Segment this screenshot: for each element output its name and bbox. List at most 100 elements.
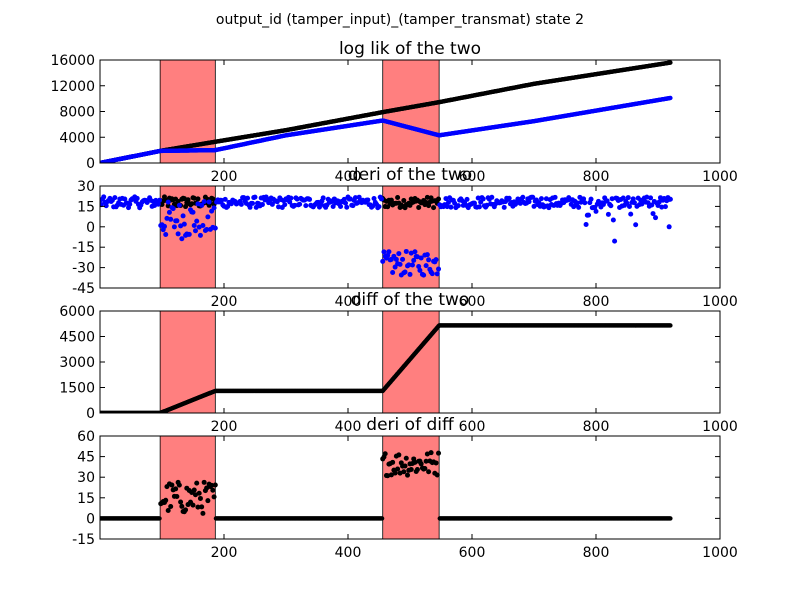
data-point xyxy=(405,472,411,478)
data-point xyxy=(626,203,632,209)
data-point xyxy=(157,197,163,203)
y-tick-label: 60 xyxy=(77,429,95,445)
data-point xyxy=(192,228,198,234)
data-point xyxy=(662,204,668,210)
data-points xyxy=(100,450,673,521)
data-point xyxy=(189,201,195,207)
data-point xyxy=(183,204,189,210)
data-point xyxy=(175,231,181,237)
data-point xyxy=(195,196,201,202)
data-point xyxy=(650,211,656,217)
y-tick-label: 30 xyxy=(77,470,95,486)
data-point xyxy=(388,472,394,478)
data-point xyxy=(212,225,218,231)
x-tick-label: 400 xyxy=(335,169,362,185)
data-point xyxy=(211,494,217,500)
y-tick-label: -45 xyxy=(72,281,95,297)
data-point xyxy=(431,205,437,211)
data-point xyxy=(586,212,592,218)
data-point xyxy=(445,199,451,205)
data-point xyxy=(191,195,197,201)
y-tick-label: 3000 xyxy=(59,355,95,371)
x-tick-label: 200 xyxy=(211,419,238,435)
data-point xyxy=(649,202,655,208)
data-point xyxy=(489,194,495,200)
data-point xyxy=(176,482,182,488)
y-tick-label: -30 xyxy=(72,261,95,277)
x-tick-label: 200 xyxy=(211,294,238,310)
data-point xyxy=(433,257,439,263)
data-point xyxy=(444,204,450,210)
x-tick-label: 1000 xyxy=(702,169,738,185)
data-point xyxy=(633,222,639,228)
data-point xyxy=(341,196,347,202)
data-point xyxy=(180,213,186,219)
data-point xyxy=(196,490,202,496)
data-point xyxy=(165,507,171,513)
data-point xyxy=(185,197,191,203)
data-point xyxy=(282,202,288,208)
data-point xyxy=(480,196,486,202)
data-point xyxy=(625,195,631,201)
data-point xyxy=(303,203,309,209)
subplot-3: 200 400 600 800 1000 0 1500 3000 4500 6000 diff of… xyxy=(59,290,737,435)
data-point xyxy=(179,503,185,509)
data-point xyxy=(653,215,659,221)
data-point xyxy=(176,202,182,208)
data-point xyxy=(401,198,407,204)
data-point xyxy=(609,196,615,202)
data-point xyxy=(436,266,442,272)
data-point xyxy=(379,516,385,521)
data-point xyxy=(396,251,402,257)
data-point xyxy=(434,472,440,478)
data-point xyxy=(194,218,200,224)
data-point xyxy=(163,232,169,238)
data-point xyxy=(378,196,384,202)
data-point xyxy=(392,264,398,270)
data-point xyxy=(175,198,181,204)
data-point xyxy=(191,487,197,493)
data-point xyxy=(179,236,185,242)
data-point xyxy=(127,201,133,207)
data-point xyxy=(173,486,179,492)
data-point xyxy=(352,195,358,201)
data-point xyxy=(668,60,673,65)
data-point xyxy=(630,196,636,202)
data-point xyxy=(171,224,177,230)
data-point xyxy=(426,257,432,263)
data-point xyxy=(170,206,176,212)
subplot-title: deri of diff xyxy=(366,415,455,435)
data-point xyxy=(165,203,171,209)
data-point xyxy=(526,199,532,205)
data-point xyxy=(414,467,420,473)
data-point xyxy=(409,262,415,268)
subplot-4: 200 400 600 800 1000 -15 0 15 30 45 60 deri of diff xyxy=(72,415,738,561)
y-tick-label: 0 xyxy=(86,406,95,422)
subplot-title: log lik of the two xyxy=(339,39,481,59)
data-point xyxy=(582,200,588,206)
data-point xyxy=(252,194,258,200)
data-point xyxy=(380,258,386,264)
data-point xyxy=(344,204,350,210)
data-point xyxy=(434,271,440,277)
data-point xyxy=(199,504,205,510)
data-point xyxy=(393,256,399,262)
data-point xyxy=(134,195,140,201)
data-point xyxy=(501,204,507,210)
data-point xyxy=(197,232,203,238)
data-point xyxy=(574,200,580,206)
data-point xyxy=(320,195,326,201)
x-tick-label: 800 xyxy=(583,545,610,561)
data-point xyxy=(631,200,637,206)
data-point xyxy=(604,198,610,204)
data-point xyxy=(197,495,203,501)
data-point xyxy=(418,461,424,467)
data-point xyxy=(161,223,167,229)
y-tick-label: 4500 xyxy=(59,330,95,346)
y-tick-label: 16000 xyxy=(50,53,95,69)
data-point xyxy=(668,323,673,328)
data-point xyxy=(408,466,414,472)
subplot-title: diff of the two xyxy=(351,290,470,310)
y-tick-label: 15 xyxy=(77,491,95,507)
data-point xyxy=(250,200,256,206)
